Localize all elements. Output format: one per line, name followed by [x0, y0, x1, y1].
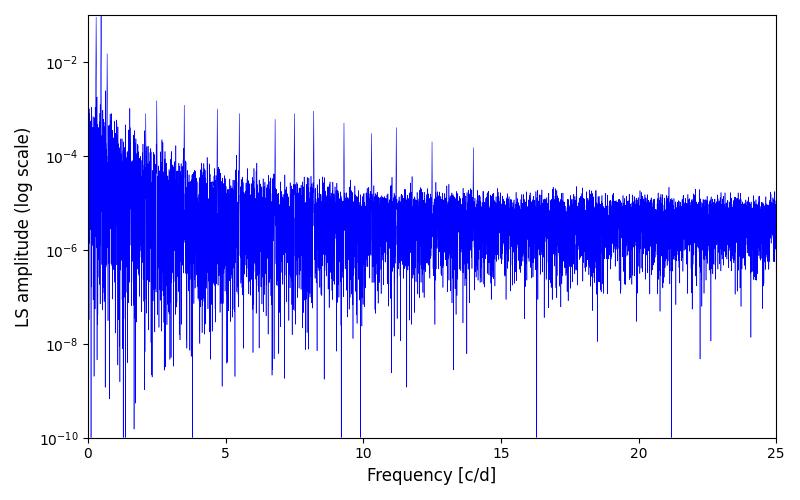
Y-axis label: LS amplitude (log scale): LS amplitude (log scale) [15, 126, 33, 326]
X-axis label: Frequency [c/d]: Frequency [c/d] [367, 467, 497, 485]
